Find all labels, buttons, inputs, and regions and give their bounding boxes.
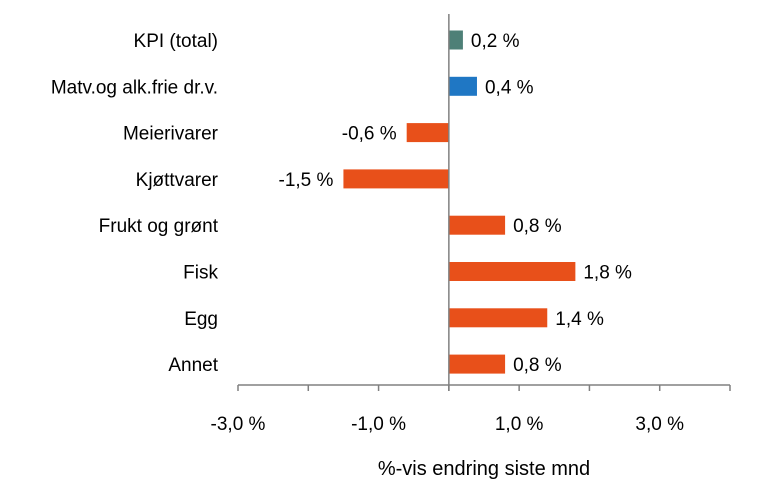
category-label: Kjøttvarer (136, 170, 219, 191)
data-label: 1,4 % (555, 309, 604, 330)
bar (448, 76, 477, 96)
category-label: Meierivarer (123, 124, 219, 145)
bar (343, 169, 449, 189)
bar (448, 354, 506, 374)
bar (448, 262, 576, 281)
value-labels: 0,2 % 0,4 % -0,6 % -1,5 % 0,8 % 1,8 % 1,4 % 0,8… (279, 31, 633, 376)
data-label: 0,4 % (485, 77, 534, 98)
bar (448, 30, 463, 50)
bar (406, 123, 449, 143)
category-label: Annet (168, 355, 218, 376)
data-label: -0,6 % (342, 124, 397, 145)
data-label: 0,8 % (513, 216, 562, 237)
category-label: KPI (total) (134, 31, 218, 52)
category-labels: KPI (total) Matv.og alk.frie dr.v. Meieriv… (51, 31, 219, 376)
category-label: Fisk (183, 263, 218, 284)
x-tick-label: -1,0 % (351, 414, 406, 435)
x-axis-title: %-vis endring siste mnd (378, 458, 590, 480)
x-tick-label: -3,0 % (211, 414, 266, 435)
x-tick-label: 1,0 % (495, 414, 544, 435)
bar (448, 308, 548, 328)
bar (448, 215, 506, 235)
data-label: 0,8 % (513, 355, 562, 376)
category-label: Egg (184, 309, 218, 330)
data-label: -1,5 % (279, 170, 334, 191)
category-label: Frukt og grønt (99, 216, 219, 237)
bars-layer (343, 30, 576, 374)
category-label: Matv.og alk.frie dr.v. (51, 77, 218, 98)
data-label: 0,2 % (471, 31, 520, 52)
x-tick-label: 3,0 % (635, 414, 684, 435)
data-label: 1,8 % (583, 263, 632, 284)
x-axis-ticks: -3,0 % -1,0 % 1,0 % 3,0 % (211, 385, 731, 435)
